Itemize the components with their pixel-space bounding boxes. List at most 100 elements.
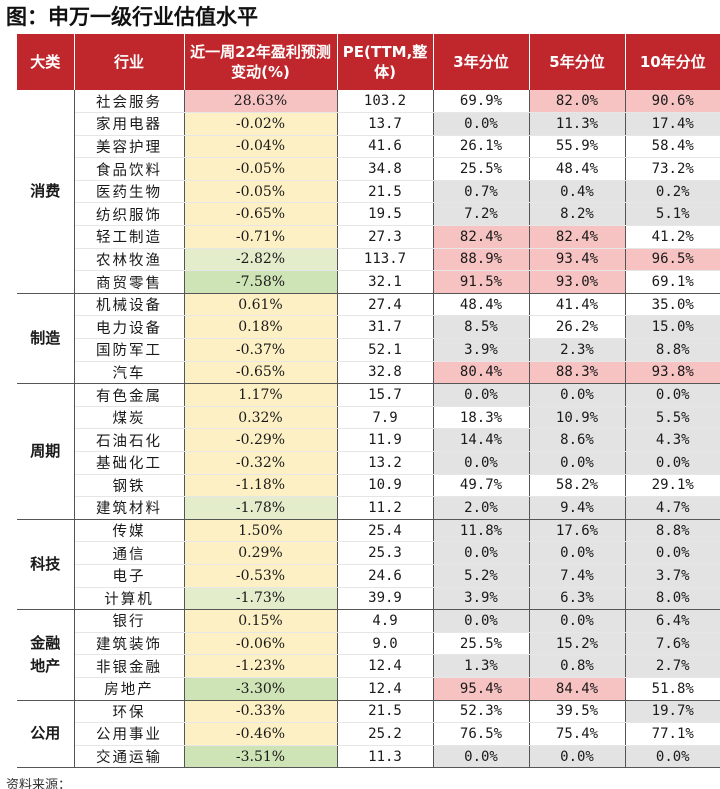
- p3-cell: 80.4%: [433, 361, 530, 385]
- change-cell: -0.32%: [184, 451, 338, 475]
- p5-cell: 0.0%: [529, 541, 626, 565]
- p5-cell: 17.6%: [529, 519, 626, 543]
- pe-cell: 11.3: [337, 745, 434, 769]
- p10-cell: 8.0%: [625, 587, 720, 611]
- pe-cell: 31.7: [337, 315, 434, 340]
- p5-cell: 82.4%: [529, 225, 626, 249]
- p5-cell: 6.3%: [529, 587, 626, 611]
- pe-cell: 27.3: [337, 225, 434, 249]
- table-row: 钢铁 -1.18% 10.9 49.7% 58.2% 29.1%: [17, 474, 720, 498]
- p5-cell: 82.0%: [529, 90, 626, 114]
- header-industry: 行业: [74, 34, 185, 90]
- industry-cell: 公用事业: [74, 722, 185, 746]
- p10-cell: 5.5%: [625, 406, 720, 430]
- category-cell: 制造: [17, 293, 75, 385]
- p10-cell: 2.7%: [625, 654, 720, 678]
- industry-cell: 商贸零售: [74, 270, 185, 294]
- p10-cell: 35.0%: [625, 293, 720, 317]
- p5-cell: 0.4%: [529, 180, 626, 204]
- pe-cell: 15.7: [337, 383, 434, 407]
- change-cell: -0.46%: [184, 722, 338, 746]
- industry-cell: 医药生物: [74, 180, 185, 204]
- valuation-table: 大类 行业 近一周22年盈利预测变动(%) PE(TTM,整体) 3年分位 5年…: [17, 34, 720, 769]
- change-cell: 0.15%: [184, 609, 338, 633]
- p10-cell: 29.1%: [625, 474, 720, 498]
- industry-cell: 石油石化: [74, 428, 185, 452]
- table-row: 医药生物 -0.05% 21.5 0.7% 0.4% 0.2%: [17, 180, 720, 204]
- industry-cell: 电子: [74, 564, 185, 588]
- table-row: 计算机 -1.73% 39.9 3.9% 6.3% 8.0%: [17, 587, 720, 611]
- p5-cell: 26.2%: [529, 315, 626, 340]
- table-row: 金融地产 银行 0.15% 4.9 0.0% 0.0% 6.4%: [17, 609, 720, 701]
- industry-cell: 机械设备: [74, 293, 185, 317]
- table-row: 电子 -0.53% 24.6 5.2% 7.4% 3.7%: [17, 564, 720, 588]
- change-cell: -0.65%: [184, 202, 338, 227]
- p10-cell: 51.8%: [625, 677, 720, 701]
- p5-cell: 39.5%: [529, 700, 626, 724]
- page-title: 图：申万一级行业估值水平: [6, 5, 258, 29]
- change-cell: 28.63%: [184, 90, 338, 114]
- change-cell: -3.51%: [184, 745, 338, 769]
- p10-cell: 77.1%: [625, 722, 720, 746]
- pe-cell: 32.8: [337, 361, 434, 385]
- change-cell: -0.05%: [184, 157, 338, 181]
- category-cell: 消费: [17, 90, 75, 294]
- industry-cell: 传媒: [74, 519, 185, 543]
- table-row: 科技 传媒 1.50% 25.4 11.8% 17.6% 8.8%: [17, 519, 720, 611]
- industry-cell: 农林牧渔: [74, 248, 185, 272]
- table-row: 石油石化 -0.29% 11.9 14.4% 8.6% 4.3%: [17, 428, 720, 452]
- p10-cell: 17.4%: [625, 112, 720, 136]
- p10-cell: 0.2%: [625, 180, 720, 204]
- p10-cell: 7.6%: [625, 632, 720, 656]
- table-row: 纺织服饰 -0.65% 19.5 7.2% 8.2% 5.1%: [17, 202, 720, 227]
- category-cell: 周期: [17, 383, 75, 520]
- pe-cell: 25.2: [337, 722, 434, 746]
- header-p10: 10年分位: [625, 34, 720, 90]
- p5-cell: 10.9%: [529, 406, 626, 430]
- change-cell: -0.65%: [184, 361, 338, 385]
- p10-cell: 58.4%: [625, 135, 720, 159]
- p3-cell: 2.0%: [433, 496, 530, 520]
- p10-cell: 15.0%: [625, 315, 720, 340]
- p3-cell: 25.5%: [433, 632, 530, 656]
- p5-cell: 0.0%: [529, 745, 626, 769]
- p3-cell: 18.3%: [433, 406, 530, 430]
- table-row: 电力设备 0.18% 31.7 8.5% 26.2% 15.0%: [17, 315, 720, 340]
- pe-cell: 19.5: [337, 202, 434, 227]
- table-row: 公用事业 -0.46% 25.2 76.5% 75.4% 77.1%: [17, 722, 720, 746]
- p10-cell: 4.7%: [625, 496, 720, 520]
- industry-cell: 通信: [74, 541, 185, 565]
- change-cell: -1.78%: [184, 496, 338, 520]
- industry-cell: 基础化工: [74, 451, 185, 475]
- p5-cell: 11.3%: [529, 112, 626, 136]
- change-cell: -0.04%: [184, 135, 338, 159]
- p3-cell: 91.5%: [433, 270, 530, 294]
- table-row: 食品饮料 -0.05% 34.8 25.5% 48.4% 73.2%: [17, 157, 720, 181]
- table-row: 轻工制造 -0.71% 27.3 82.4% 82.4% 41.2%: [17, 225, 720, 249]
- industry-cell: 有色金属: [74, 383, 185, 407]
- change-cell: -0.53%: [184, 564, 338, 588]
- p3-cell: 0.0%: [433, 112, 530, 136]
- industry-cell: 环保: [74, 700, 185, 724]
- p5-cell: 0.0%: [529, 451, 626, 475]
- pe-cell: 27.4: [337, 293, 434, 317]
- pe-cell: 13.2: [337, 451, 434, 475]
- p5-cell: 8.2%: [529, 202, 626, 227]
- p5-cell: 58.2%: [529, 474, 626, 498]
- pe-cell: 11.9: [337, 428, 434, 452]
- p3-cell: 69.9%: [433, 90, 530, 114]
- industry-cell: 建筑材料: [74, 496, 185, 520]
- change-cell: 1.50%: [184, 519, 338, 543]
- p10-cell: 0.0%: [625, 451, 720, 475]
- p5-cell: 2.3%: [529, 338, 626, 362]
- table-row: 建筑装饰 -0.06% 9.0 25.5% 15.2% 7.6%: [17, 632, 720, 656]
- change-cell: 1.17%: [184, 383, 338, 407]
- p10-cell: 69.1%: [625, 270, 720, 294]
- change-cell: -1.23%: [184, 654, 338, 678]
- p3-cell: 52.3%: [433, 700, 530, 724]
- pe-cell: 13.7: [337, 112, 434, 136]
- p3-cell: 0.7%: [433, 180, 530, 204]
- p10-cell: 41.2%: [625, 225, 720, 249]
- industry-cell: 汽车: [74, 361, 185, 385]
- p10-cell: 4.3%: [625, 428, 720, 452]
